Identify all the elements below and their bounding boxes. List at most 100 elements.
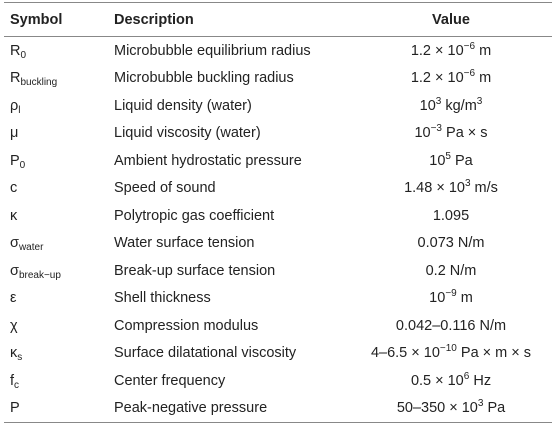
symbol-cell: P bbox=[4, 395, 108, 423]
superscript: −3 bbox=[430, 123, 442, 135]
table-header: Symbol Description Value bbox=[4, 2, 552, 37]
description-cell: Water surface tension bbox=[114, 235, 255, 252]
text-run: 1.48 × 10 bbox=[404, 180, 465, 197]
text-run: σ bbox=[10, 235, 19, 252]
superscript: 6 bbox=[463, 370, 470, 382]
text-run: kg/m bbox=[441, 97, 477, 114]
text-run: P bbox=[10, 152, 20, 169]
superscript: −10 bbox=[439, 343, 457, 355]
description-cell: Ambient hydrostatic pressure bbox=[114, 152, 302, 169]
subscript: break−up bbox=[18, 269, 61, 281]
table-body: R0 Microbubble equilibrium radius 1.2 × 10… bbox=[4, 37, 552, 423]
value-cell: 0.042–0.116 N/m bbox=[350, 312, 552, 340]
text-run: 10 bbox=[429, 152, 446, 169]
text-run: 0.073 N/m bbox=[417, 235, 485, 252]
description-cell: Polytropic gas coefficient bbox=[114, 207, 275, 224]
text-run: ε bbox=[10, 290, 17, 307]
text-run: R bbox=[10, 42, 21, 59]
symbol-cell: μ bbox=[4, 120, 108, 148]
text-run: 50–350 × 10 bbox=[396, 400, 478, 417]
description-cell: Peak-negative pressure bbox=[114, 400, 268, 417]
table-row: R0 Microbubble equilibrium radius 1.2 × 10… bbox=[4, 37, 552, 65]
subscript: 0 bbox=[20, 49, 27, 61]
text-run: 1.2 × 10 bbox=[410, 70, 464, 87]
description-cell: Center frequency bbox=[114, 372, 226, 389]
subscript: c bbox=[14, 379, 20, 391]
parameter-table: Symbol Description Value R0 Microbubble e… bbox=[4, 2, 552, 423]
subscript: s bbox=[17, 352, 23, 364]
header-cell: Value bbox=[432, 11, 470, 28]
value-cell: 10−9 m bbox=[350, 285, 552, 313]
table-row: μ Liquid viscosity (water) 10−3 Pa × s bbox=[4, 120, 552, 148]
text-run: κ bbox=[10, 207, 18, 224]
text-run: P bbox=[10, 400, 20, 417]
value-cell: 1.48 × 103 m/s bbox=[350, 175, 552, 203]
value-cell: 0.073 N/m bbox=[350, 230, 552, 258]
symbol-cell: Rbuckling bbox=[4, 65, 108, 93]
subscript: buckling bbox=[20, 77, 58, 89]
text-run: 1.095 bbox=[432, 207, 470, 224]
table-row: P0 Ambient hydrostatic pressure 105 Pa bbox=[4, 147, 552, 175]
value-cell: 50–350 × 103 Pa bbox=[350, 395, 552, 423]
value-cell: 4–6.5 × 10−10 Pa × m × s bbox=[350, 340, 552, 368]
symbol-cell: fc bbox=[4, 367, 108, 395]
text-run: 4–6.5 × 10 bbox=[370, 345, 440, 362]
subscript: 0 bbox=[19, 159, 26, 171]
text-run: m/s bbox=[470, 180, 498, 197]
text-run: σ bbox=[10, 262, 19, 279]
superscript: 3 bbox=[477, 398, 484, 410]
table-row: ρl Liquid density (water) 103 kg/m3 bbox=[4, 92, 552, 120]
value-cell: 0.5 × 106 Hz bbox=[350, 367, 552, 395]
text-run: 0.5 × 10 bbox=[410, 372, 464, 389]
superscript: 3 bbox=[435, 95, 442, 107]
symbol-cell: σwater bbox=[4, 230, 108, 258]
description-cell: Compression modulus bbox=[114, 317, 259, 334]
description-cell: Microbubble buckling radius bbox=[114, 70, 294, 87]
value-cell: 1.2 × 10−6 m bbox=[350, 37, 552, 65]
text-run: m bbox=[475, 42, 492, 59]
symbol-cell: ρl bbox=[4, 92, 108, 120]
text-run: Pa bbox=[483, 400, 506, 417]
value-cell: 1.095 bbox=[350, 202, 552, 230]
description-cell: Liquid viscosity (water) bbox=[114, 125, 261, 142]
header-cell: Symbol bbox=[10, 11, 63, 28]
description-cell: Break-up surface tension bbox=[114, 262, 276, 279]
text-run: 10 bbox=[429, 290, 446, 307]
table-row: σwater Water surface tension 0.073 N/m bbox=[4, 230, 552, 258]
text-run: χ bbox=[10, 317, 18, 334]
text-run: Hz bbox=[469, 372, 492, 389]
text-run: Pa × s bbox=[442, 125, 488, 142]
header-row: Symbol Description Value bbox=[4, 2, 552, 37]
superscript: 5 bbox=[445, 150, 451, 162]
description-cell: Surface dilatational viscosity bbox=[114, 345, 297, 362]
value-cell: 105 Pa bbox=[350, 147, 552, 175]
symbol-cell: P0 bbox=[4, 147, 108, 175]
header-cell: Description bbox=[114, 11, 194, 28]
superscript: −6 bbox=[463, 40, 476, 52]
text-run: 10 bbox=[414, 125, 431, 142]
value-cell: 0.2 N/m bbox=[350, 257, 552, 285]
description-cell: Speed of sound bbox=[114, 180, 216, 197]
table-row: fc Center frequency 0.5 × 106 Hz bbox=[4, 367, 552, 395]
description-cell: Shell thickness bbox=[114, 290, 211, 307]
table-row: Rbuckling Microbubble buckling radius 1.2 … bbox=[4, 65, 552, 93]
table-row: ε Shell thickness 10−9 m bbox=[4, 285, 552, 313]
table-row: κ Polytropic gas coefficient 1.095 bbox=[4, 202, 552, 230]
text-run: 1.2 × 10 bbox=[410, 42, 464, 59]
symbol-cell: χ bbox=[4, 312, 108, 340]
table-row: σbreak−up Break-up surface tension 0.2 N/m bbox=[4, 257, 552, 285]
text-run: κ bbox=[10, 345, 18, 362]
superscript: 3 bbox=[476, 95, 483, 107]
text-run: 10 bbox=[419, 97, 436, 114]
symbol-cell: ε bbox=[4, 285, 108, 313]
text-run: Pa bbox=[450, 152, 473, 169]
superscript: −6 bbox=[463, 68, 476, 80]
description-cell: Microbubble equilibrium radius bbox=[114, 42, 311, 59]
superscript: 3 bbox=[464, 178, 471, 190]
text-run: μ bbox=[10, 125, 19, 142]
text-run: R bbox=[10, 70, 21, 87]
text-run: m bbox=[456, 290, 473, 307]
text-run: c bbox=[10, 180, 18, 197]
text-run: 0.042–0.116 N/m bbox=[395, 317, 507, 334]
